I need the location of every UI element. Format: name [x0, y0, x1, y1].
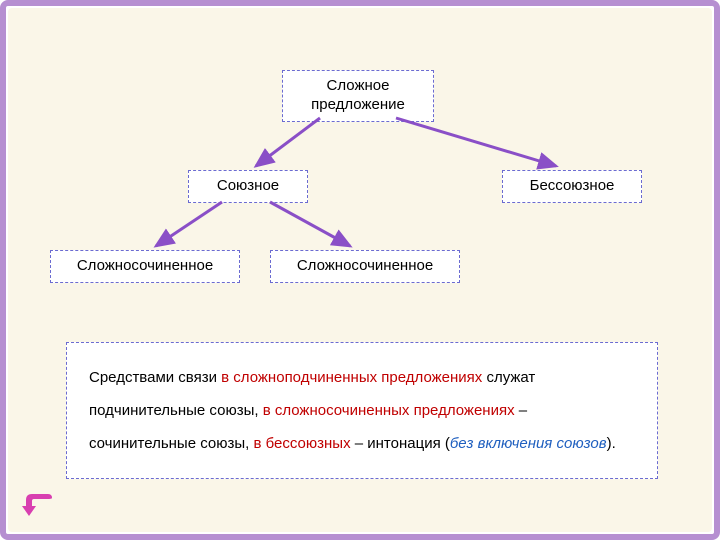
- node-asyndetic-label: Бессоюзное: [530, 177, 615, 194]
- node-compound-right-label: Сложносочиненное: [297, 257, 433, 274]
- description-segment: в сложноподчиненных предложениях: [221, 369, 482, 386]
- node-union: Союзное: [188, 170, 308, 203]
- back-button[interactable]: [22, 492, 56, 520]
- back-arrow-icon: [22, 492, 56, 520]
- description-segment: ).: [607, 435, 616, 452]
- node-compound-left-label: Сложносочиненное: [77, 257, 213, 274]
- tree-edge: [156, 202, 222, 246]
- description-segment: в сложносочиненных предложениях: [263, 402, 515, 419]
- description-box: Средствами связи в сложноподчиненных пре…: [66, 342, 658, 479]
- description-segment: – интонация (: [351, 435, 450, 452]
- node-root-line1: Сложное: [327, 77, 390, 94]
- node-asyndetic: Бессоюзное: [502, 170, 642, 203]
- description-segment: служат: [482, 369, 535, 386]
- outer-frame: Сложное предложение Союзное Бессоюзное С…: [0, 0, 720, 540]
- node-union-label: Союзное: [217, 177, 279, 194]
- node-root-line2: предложение: [311, 96, 405, 113]
- tree-edge: [270, 202, 350, 246]
- description-segment: –: [515, 402, 528, 419]
- node-compound-right: Сложносочиненное: [270, 250, 460, 283]
- description-segment: сочинительные союзы,: [89, 435, 253, 452]
- tree-edge: [396, 118, 556, 166]
- description-segment: без включения союзов: [450, 435, 607, 452]
- description-segment: Средствами связи: [89, 369, 221, 386]
- node-root: Сложное предложение: [282, 70, 434, 122]
- description-segment: подчинительные союзы,: [89, 402, 263, 419]
- description-segment: в бессоюзных: [253, 435, 350, 452]
- node-compound-left: Сложносочиненное: [50, 250, 240, 283]
- tree-edge: [256, 118, 320, 166]
- diagram-canvas: Сложное предложение Союзное Бессоюзное С…: [8, 8, 712, 532]
